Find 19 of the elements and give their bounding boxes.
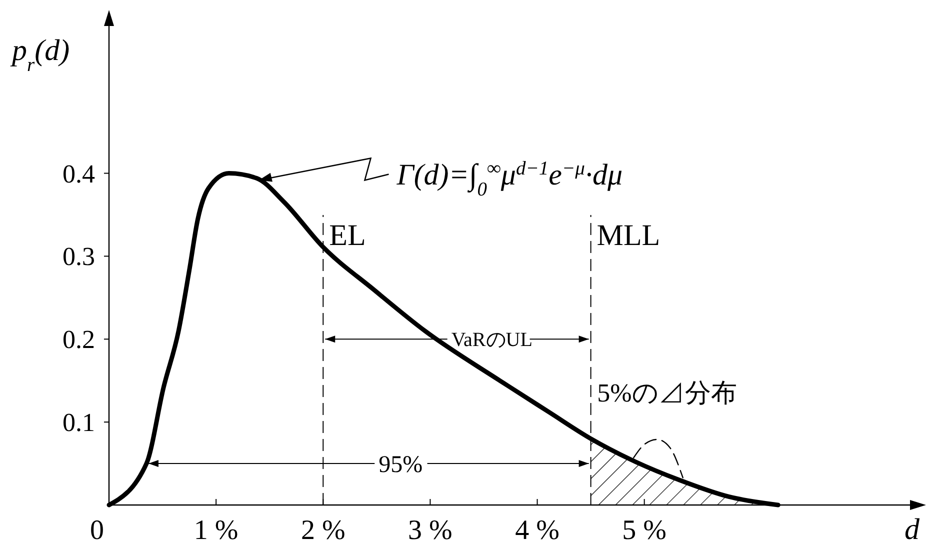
x-tick-label: 1 %: [194, 515, 238, 546]
annotation: 95%: [378, 452, 423, 478]
x-tick-label: 3 %: [408, 515, 452, 546]
ref-line-label: EL: [329, 219, 366, 252]
y-tick-label: 0.4: [62, 159, 95, 188]
y-axis-title: p$_{r}$(d): [10, 34, 70, 76]
y-tick-label: 0.1: [62, 408, 95, 438]
x-tick-label: 4 %: [515, 515, 560, 546]
y-tick-label: 0.3: [62, 242, 95, 272]
line-series: [633, 438, 684, 478]
x-axis-title: d: [904, 513, 920, 546]
y-tick-label: 0.2: [62, 325, 95, 354]
ref-line-label: MLL: [596, 219, 660, 252]
x-tick-label: 0: [90, 515, 104, 546]
x-tick-label: 5 %: [622, 515, 666, 546]
annotation: 5%の⊿分布: [597, 378, 737, 408]
x-tick-label: 2 %: [300, 515, 346, 546]
annotation: Γ(d)=∫$_{0}$$^{∞}$μ$^{d−1}$e$^{−μ}$·dμ: [396, 158, 622, 200]
annotation: VaRのUL: [451, 329, 532, 352]
